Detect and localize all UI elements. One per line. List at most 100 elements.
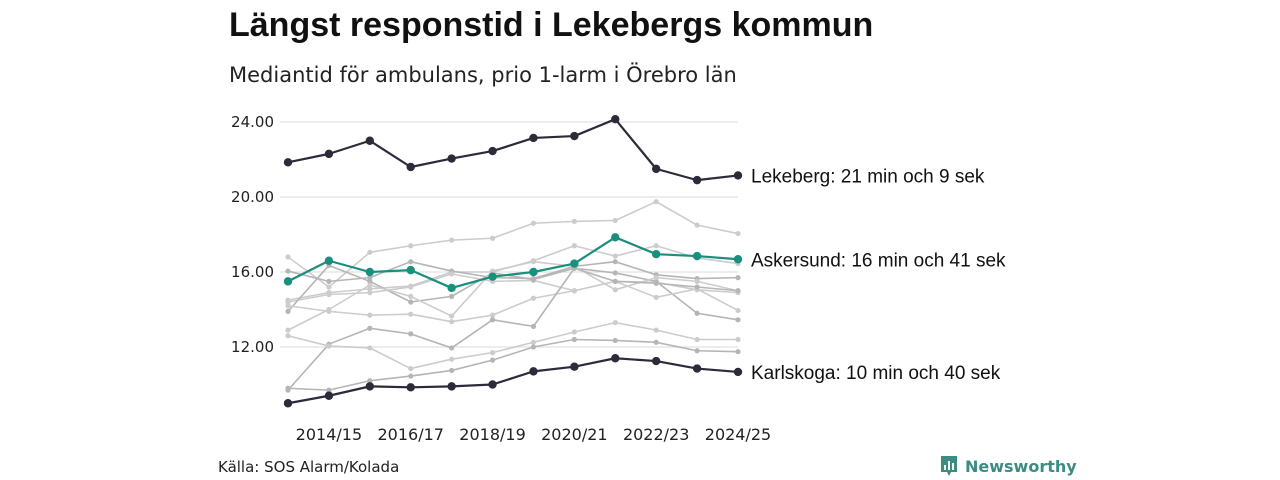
data-point xyxy=(326,306,332,313)
y-axis-ticks: 12.00 16.00 20.00 24.00 xyxy=(231,113,274,356)
data-point xyxy=(285,385,291,391)
data-point xyxy=(285,303,291,309)
data-point xyxy=(530,344,537,350)
x-tick-label: 2024/25 xyxy=(705,425,771,444)
data-point xyxy=(408,293,414,299)
series-övrig-kommun-6 xyxy=(285,278,741,325)
data-point xyxy=(326,387,332,393)
data-point xyxy=(571,218,577,224)
data-point xyxy=(530,323,537,329)
data-point xyxy=(735,230,741,237)
data-point xyxy=(367,345,373,351)
newsworthy-icon xyxy=(941,456,957,476)
data-point xyxy=(612,217,618,224)
data-point xyxy=(735,307,741,314)
data-point xyxy=(735,275,741,281)
data-point xyxy=(570,362,579,371)
data-point xyxy=(692,364,702,373)
data-point xyxy=(571,329,577,335)
data-point xyxy=(283,277,293,286)
data-point xyxy=(653,327,659,333)
source-note: Källa: SOS Alarm/Kolada xyxy=(218,458,400,476)
y-tick-label: 24.00 xyxy=(231,113,274,131)
series-line xyxy=(287,260,739,331)
data-point xyxy=(488,146,497,156)
data-point xyxy=(449,367,455,374)
series-övrig-kommun-9 xyxy=(285,320,741,372)
x-tick-label: 2016/17 xyxy=(377,425,443,444)
data-point xyxy=(285,299,291,305)
data-point xyxy=(449,237,455,243)
data-point xyxy=(612,253,618,259)
data-point xyxy=(530,295,537,301)
data-point xyxy=(651,249,661,259)
data-point xyxy=(449,345,455,351)
data-point xyxy=(326,284,332,290)
series-övrig-kommun-7 xyxy=(285,259,741,333)
x-axis-ticks: 2014/15 2016/17 2018/19 2020/21 2022/23 2024/… xyxy=(296,425,772,444)
data-point xyxy=(285,327,291,333)
series-karlskoga: Karlskoga: 10 min och 40 sek xyxy=(283,354,1001,408)
data-point xyxy=(651,356,661,366)
x-tick-label: 2014/15 xyxy=(296,425,362,444)
data-point xyxy=(489,312,496,318)
series-end-label: Askersund: 16 min och 41 sek xyxy=(751,250,1006,271)
data-point xyxy=(692,251,702,261)
data-point xyxy=(365,267,375,277)
data-point xyxy=(612,337,618,344)
series-line xyxy=(287,338,739,391)
series-line xyxy=(287,200,739,288)
data-point xyxy=(447,283,456,293)
data-point xyxy=(324,391,334,400)
data-point xyxy=(694,278,700,284)
data-point xyxy=(408,373,414,379)
data-point xyxy=(530,220,537,226)
data-point xyxy=(408,331,414,337)
data-point xyxy=(365,136,375,145)
data-point xyxy=(694,348,700,354)
data-point xyxy=(367,275,373,281)
brand-name: Newsworthy xyxy=(965,456,1077,476)
data-point xyxy=(406,162,415,172)
series-line xyxy=(287,357,739,405)
chart-title: Längst responstid i Lekebergs kommun xyxy=(229,6,874,44)
data-point xyxy=(285,268,291,274)
data-point xyxy=(489,235,496,241)
data-point xyxy=(326,278,332,284)
data-point xyxy=(367,312,373,318)
data-point xyxy=(324,256,334,265)
data-point xyxy=(285,254,291,260)
data-point xyxy=(365,382,375,391)
series-line xyxy=(287,280,739,323)
data-point xyxy=(367,249,373,255)
data-point xyxy=(406,383,415,392)
series-askersund: Askersund: 16 min och 41 sek xyxy=(283,233,1006,293)
data-point xyxy=(694,284,700,290)
data-point xyxy=(612,278,618,284)
series-övrig-kommun-1 xyxy=(285,199,741,290)
background-series xyxy=(285,199,741,393)
data-point xyxy=(324,149,334,159)
data-point xyxy=(651,164,661,174)
data-point xyxy=(489,350,496,356)
data-point xyxy=(571,336,577,343)
series-övrig-kommun-10 xyxy=(285,336,741,393)
data-point xyxy=(571,243,577,249)
data-point xyxy=(733,171,743,180)
data-point xyxy=(283,158,293,167)
data-point xyxy=(735,336,741,343)
data-point xyxy=(283,399,293,408)
highlighted-series: Lekeberg: 21 min och 9 sek Askersund: 16 … xyxy=(283,114,1006,408)
data-point xyxy=(733,255,743,264)
data-point xyxy=(408,243,414,249)
data-point xyxy=(488,380,497,389)
data-point xyxy=(408,299,414,305)
data-point xyxy=(529,267,538,277)
data-point xyxy=(530,259,537,265)
data-point xyxy=(326,343,332,349)
series-line xyxy=(287,118,739,182)
data-point xyxy=(489,357,496,363)
data-point xyxy=(449,293,455,299)
data-point xyxy=(367,325,373,331)
data-point xyxy=(653,199,659,205)
